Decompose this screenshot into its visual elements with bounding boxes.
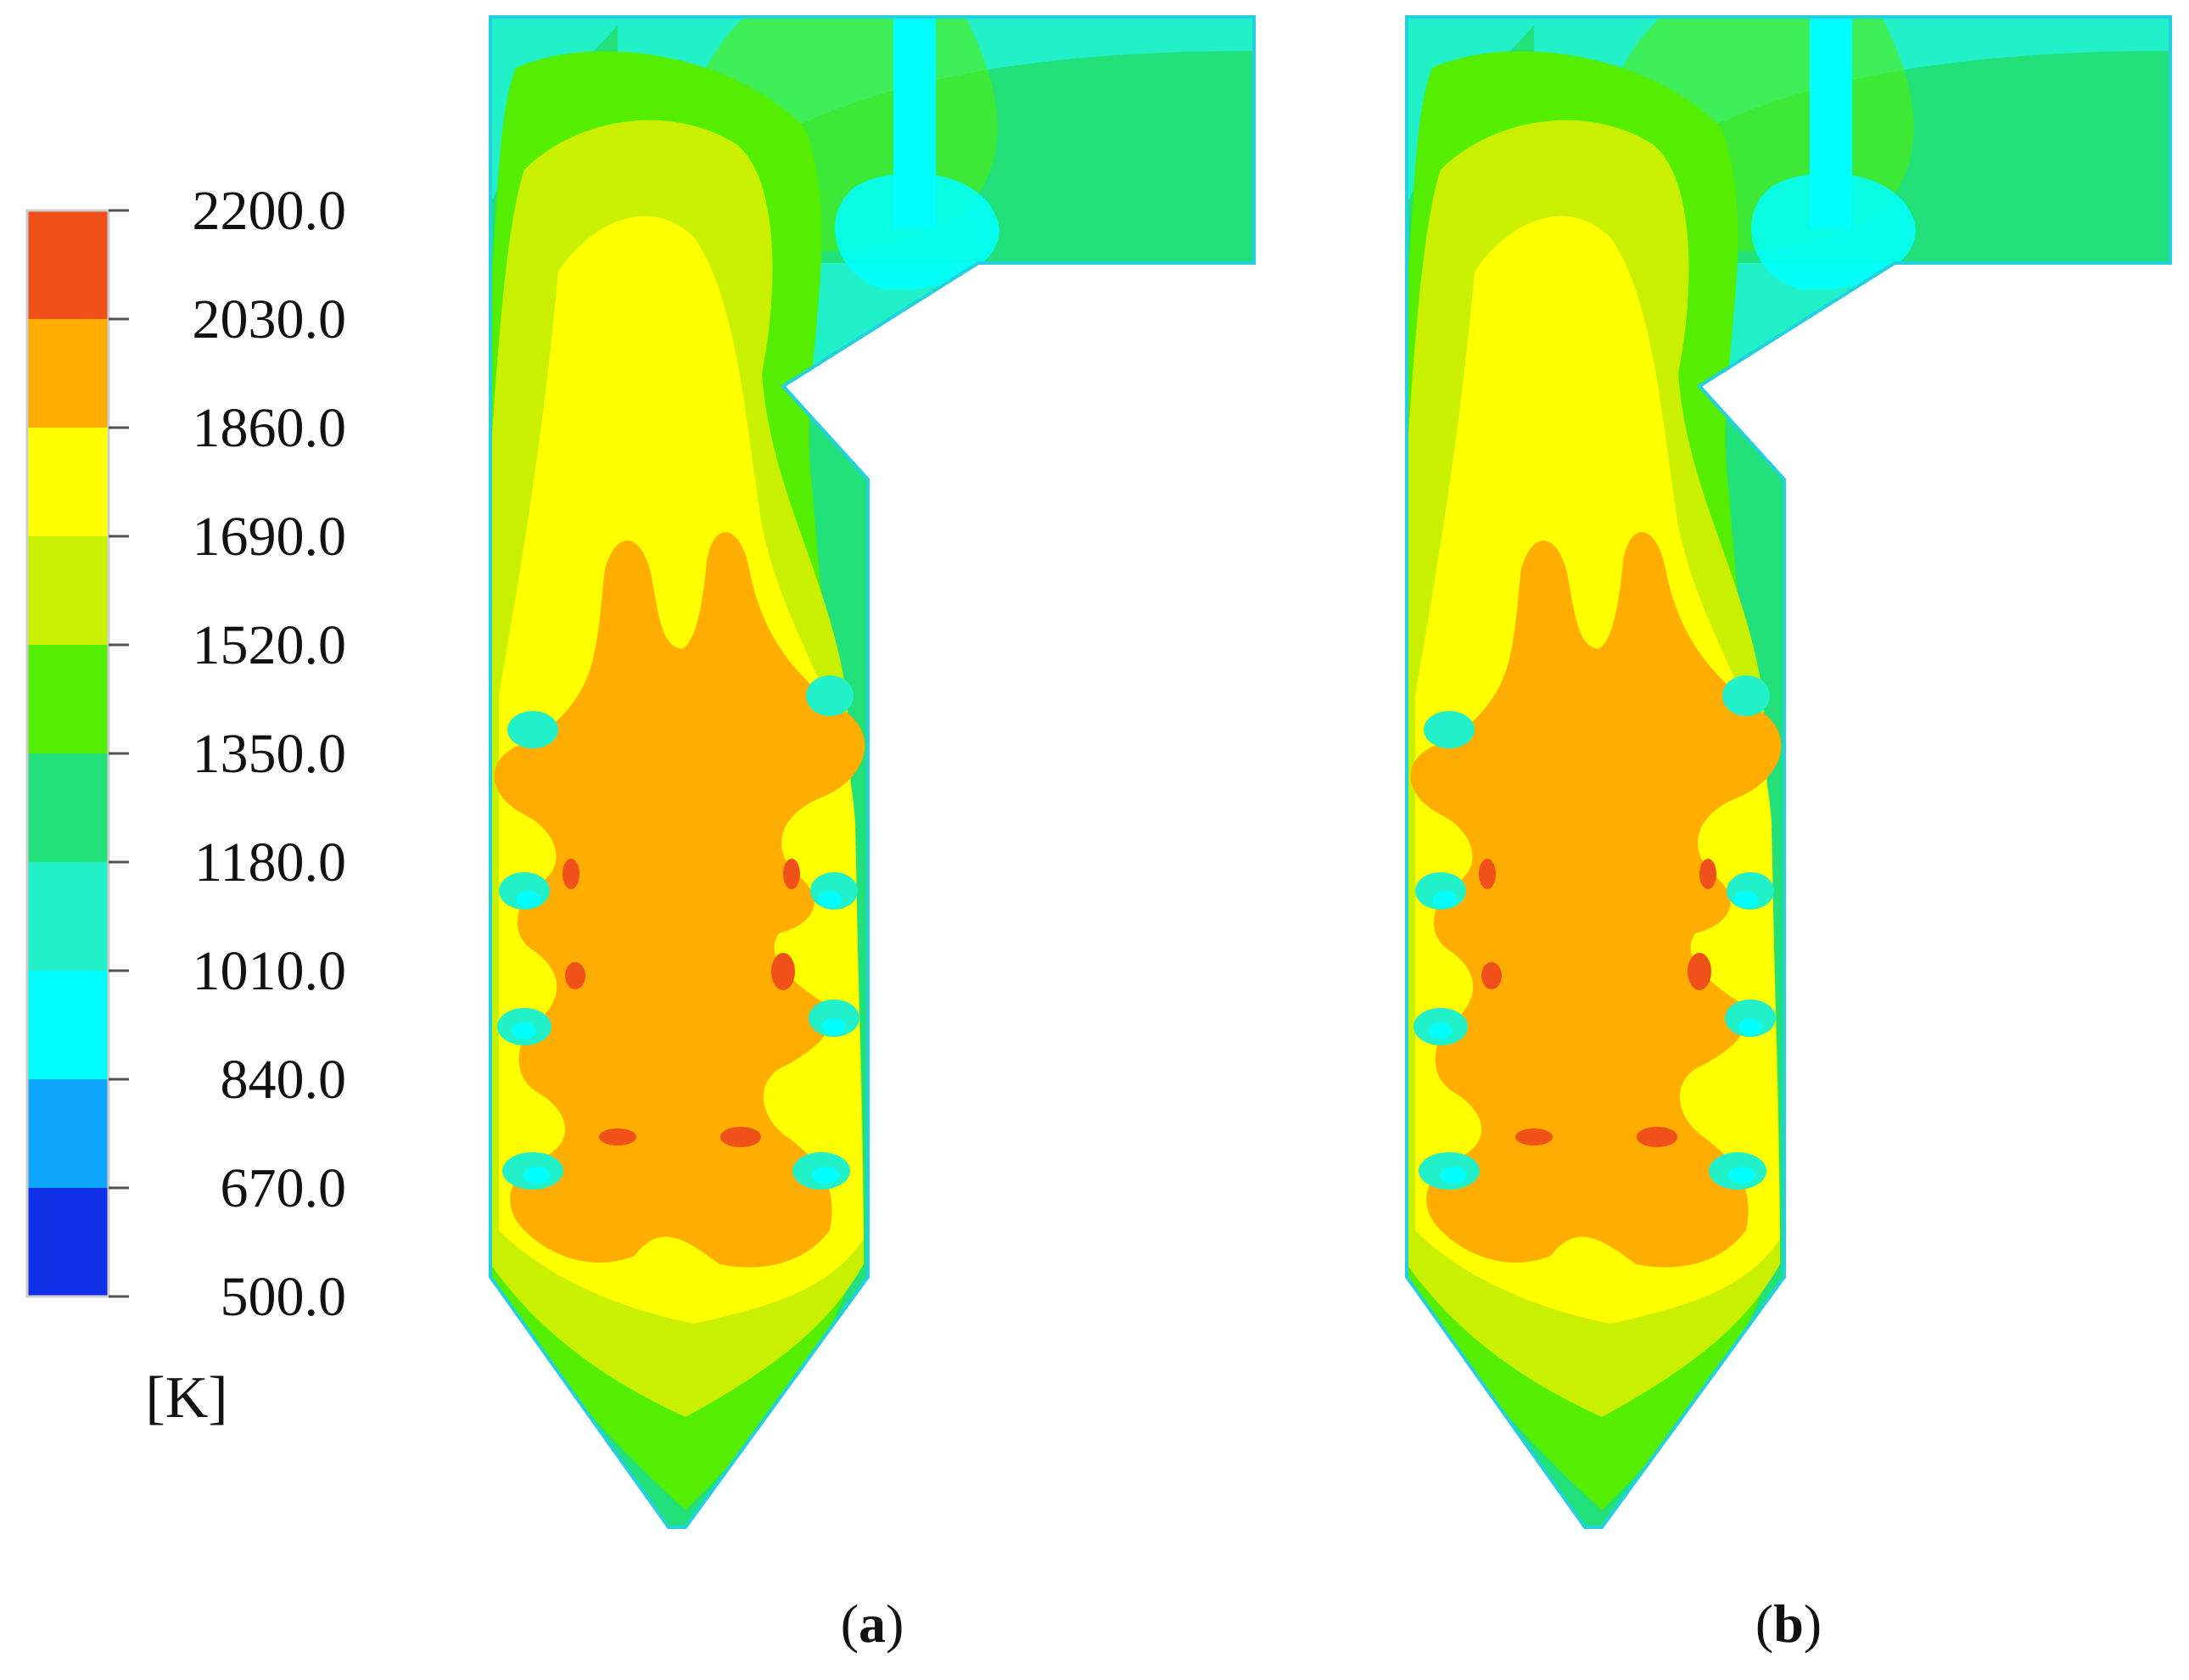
colorbar-tick-label: 1520.0 [193, 614, 347, 676]
colorbar-tick-label: 1180.0 [194, 832, 346, 893]
colorbar-tick-label: 670.0 [221, 1157, 347, 1219]
panel-label-b: (b) [1755, 1593, 1822, 1654]
colorbar: 2200.0 2030.0 1860.0 1690.0 1520.0 1350.0 1180… [25, 180, 347, 1431]
colorbar-band [27, 753, 109, 863]
colorbar-band [27, 1079, 109, 1189]
panel-label-a: (a) [841, 1593, 904, 1654]
colorbar-ticks [109, 209, 129, 1298]
colorbar-tick-label: 2030.0 [193, 288, 347, 350]
colorbar-bands [27, 210, 109, 1297]
colorbar-band [27, 210, 109, 320]
colorbar-band [27, 862, 109, 972]
colorbar-band [27, 971, 109, 1080]
colorbar-band [27, 428, 109, 537]
colorbar-unit: [K] [145, 1365, 227, 1431]
colorbar-band [27, 536, 109, 646]
furnace-contour-b [1407, 17, 2170, 1527]
colorbar-band [27, 645, 109, 754]
furnace-contour-a [490, 17, 1254, 1527]
contour-panel-a: (a) [490, 17, 1254, 1654]
colorbar-band [27, 319, 109, 428]
contour-panel-b: (b) [1407, 17, 2170, 1654]
colorbar-tick-label: 840.0 [221, 1049, 347, 1111]
colorbar-tick-label: 1010.0 [193, 940, 347, 1002]
colorbar-tick-label: 2200.0 [193, 180, 347, 242]
colorbar-band [27, 1188, 109, 1297]
colorbar-tick-labels: 2200.0 2030.0 1860.0 1690.0 1520.0 1350.0 1180… [193, 180, 347, 1328]
colorbar-tick-label: 1690.0 [193, 506, 347, 568]
colorbar-tick-label: 1350.0 [193, 723, 347, 785]
colorbar-tick-label: 1860.0 [193, 397, 347, 459]
colorbar-tick-label: 500.0 [221, 1266, 347, 1328]
